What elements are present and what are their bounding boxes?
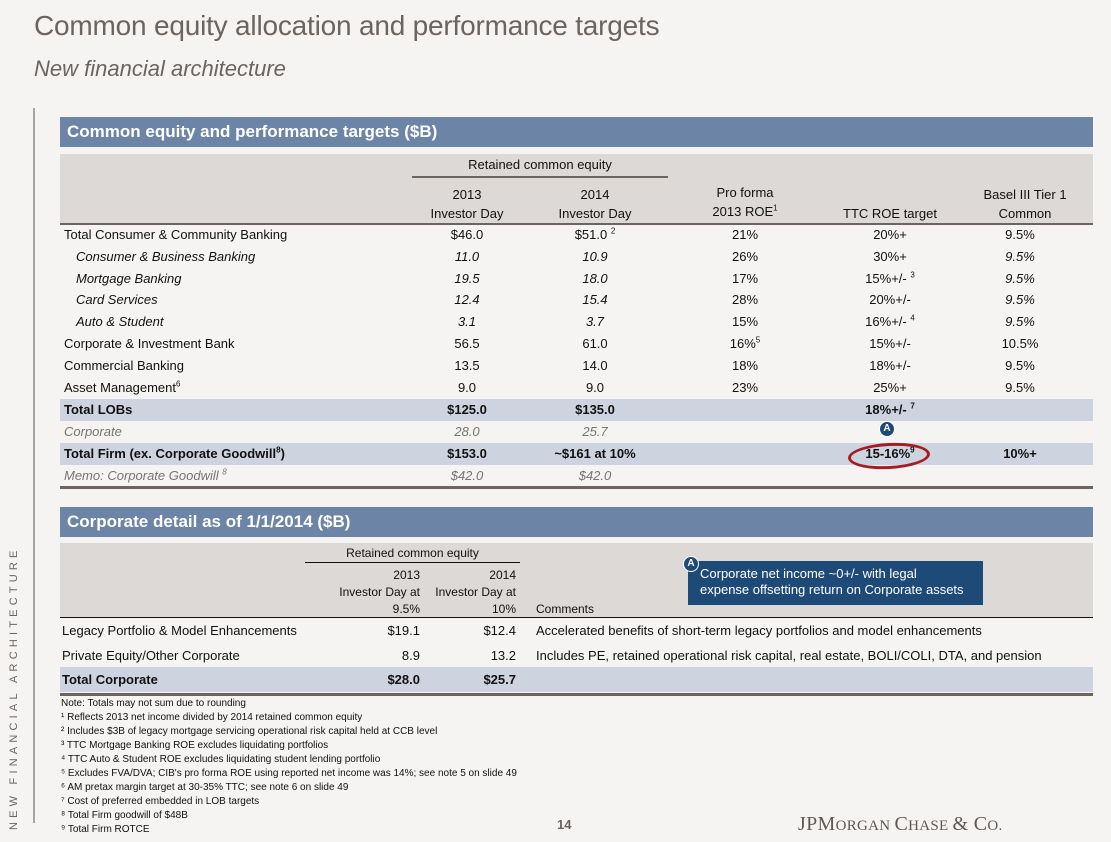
table1-header-bg — [60, 154, 1093, 224]
table1-header: Common equity and performance targets ($… — [60, 117, 1093, 147]
group-underline — [412, 176, 668, 178]
table-row-total-lobs: Total LOBs $125.0 $135.0 18%+/- 7 — [60, 399, 1093, 421]
table-row: Private Equity/Other Corporate 8.9 13.2 … — [62, 648, 1042, 663]
group-underline — [305, 562, 520, 563]
page-subtitle: New financial architecture — [34, 56, 286, 81]
side-rule — [33, 108, 35, 823]
side-label: NEW FINANCIAL ARCHITECTURE — [8, 546, 20, 830]
table-row: Auto & Student 3.1 3.7 15% 16%+/- 4 9.5% — [76, 313, 1035, 329]
table-row: Mortgage Banking 19.5 18.0 17% 15%+/- 3 … — [76, 270, 1035, 286]
col-header-basel: Basel III Tier 1 Common — [983, 187, 1067, 221]
table2-bottom-rule — [60, 693, 1093, 696]
table2-group-label: Retained common equity — [346, 546, 479, 560]
table-row: Legacy Portfolio & Model Enhancements $1… — [62, 623, 982, 638]
table-row-memo-goodwill: Memo: Corporate Goodwill 8 $42.0 $42.0 — [64, 467, 612, 483]
table2-header: Corporate detail as of 1/1/2014 ($B) — [60, 507, 1093, 537]
page-number: 14 — [557, 817, 572, 832]
header-rule — [60, 617, 1093, 618]
page-title: Common equity allocation and performance… — [34, 10, 660, 41]
company-logo: JPMORGAN CHASE & CO. — [798, 813, 1003, 835]
annotation-callout: Corporate net income ~0+/- with legal ex… — [688, 561, 983, 605]
col-header-2013: 2013 Investor Day at 9.5% — [339, 568, 420, 616]
table-row: Corporate & Investment Bank 56.5 61.0 16… — [64, 335, 1039, 351]
col-header-2014: 2014 Investor Day at 10% — [435, 568, 516, 616]
col-header-2013: 2013 Investor Day — [430, 187, 504, 221]
table-row-corporate: Corporate 28.0 25.7 — [64, 424, 608, 439]
col-header-proforma-roe: Pro forma 2013 ROE1 — [712, 185, 778, 219]
table-row-total-corporate: Total Corporate $28.0 $25.7 — [60, 667, 1093, 692]
table1-bottom-rule — [60, 486, 1093, 489]
footnotes: Note: Totals may not sum due to rounding… — [61, 698, 517, 835]
annotation-badge-a: A — [683, 556, 699, 572]
header-rule — [60, 223, 1093, 225]
table1-group-label: Retained common equity — [468, 157, 612, 172]
col-header-2014: 2014 Investor Day — [558, 187, 632, 221]
table-row: Total Consumer & Community Banking $46.0… — [64, 226, 1035, 242]
table-row: Asset Management6 9.0 9.0 23% 25%+ 9.5% — [64, 379, 1035, 395]
annotation-badge-a: A — [879, 421, 895, 437]
col-header-comments: Comments — [536, 602, 595, 616]
table-row: Commercial Banking 13.5 14.0 18% 18%+/- … — [64, 358, 1035, 373]
table-row: Card Services 12.4 15.4 28% 20%+/- 9.5% — [76, 292, 1035, 307]
col-header-ttc-roe: TTC ROE target — [843, 206, 937, 221]
table-row: Consumer & Business Banking 11.0 10.9 26… — [76, 249, 1035, 264]
table-row-total-firm: Total Firm (ex. Corporate Goodwill8) $15… — [60, 443, 1093, 465]
